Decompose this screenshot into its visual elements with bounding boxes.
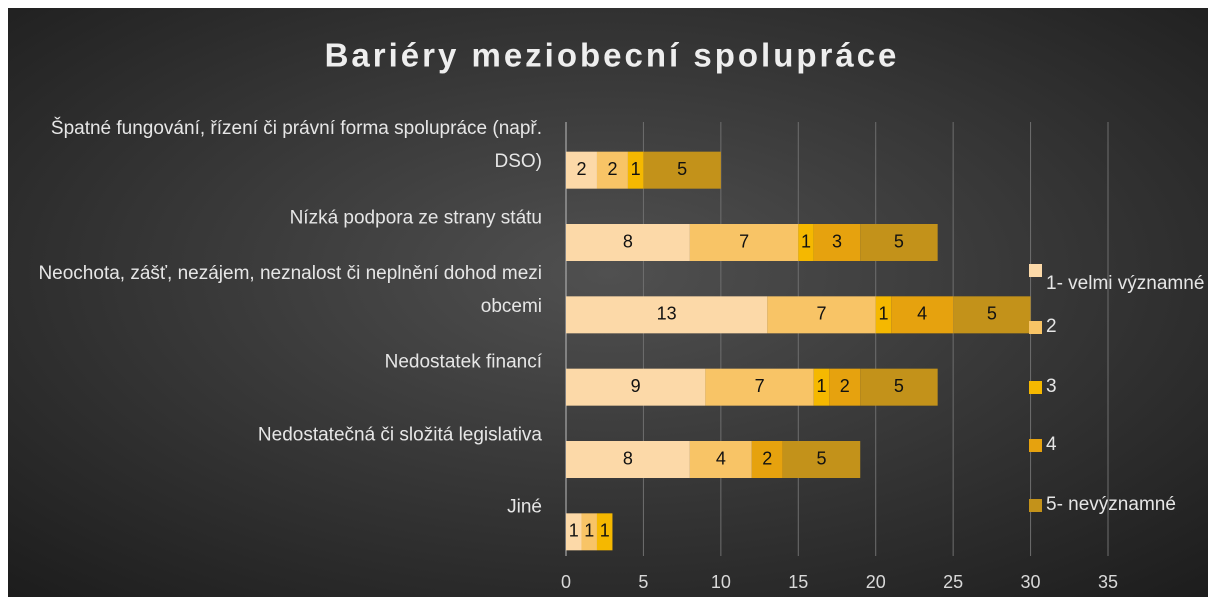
bar-segment <box>891 296 954 334</box>
data-label: 5 <box>894 231 904 251</box>
bar-segment <box>798 224 814 261</box>
bar-segment <box>689 441 752 478</box>
data-label: 1 <box>631 159 641 179</box>
bar-segment <box>643 151 721 189</box>
category-label: Špatné fungování, řízení či právní forma… <box>50 118 542 173</box>
data-label: 4 <box>716 448 726 468</box>
bar-segment <box>566 151 597 189</box>
x-tick-label: 30 <box>1021 572 1041 592</box>
x-tick-label: 0 <box>561 572 571 592</box>
x-tick-label: 35 <box>1098 572 1118 592</box>
data-label: 1 <box>584 521 594 541</box>
data-label: 2 <box>762 448 772 468</box>
bar-segment <box>566 368 706 406</box>
category-label: Jiné <box>507 496 542 518</box>
data-label: 2 <box>840 376 850 396</box>
bar-segment <box>875 296 892 334</box>
bar-segment <box>751 441 783 478</box>
bar-segment <box>566 513 582 551</box>
bar-segment <box>782 441 861 478</box>
bar-segment <box>566 296 768 334</box>
data-label: 3 <box>832 231 842 251</box>
legend-label: 4 <box>1046 434 1057 455</box>
x-tick-label: 25 <box>943 572 963 592</box>
data-label: 5 <box>987 304 997 324</box>
legend-swatch <box>1029 439 1042 452</box>
data-label: 1 <box>600 521 610 541</box>
data-label: 2 <box>607 159 617 179</box>
bar-segment <box>860 368 938 406</box>
data-label: 1 <box>569 521 579 541</box>
chart-title: Bariéry meziobecní spolupráce <box>325 37 900 74</box>
data-label: 5 <box>677 159 687 179</box>
data-label: 4 <box>917 304 927 324</box>
x-tick-label: 15 <box>788 572 808 592</box>
x-tick-label: 5 <box>638 572 648 592</box>
bar-segment <box>813 368 830 406</box>
legend-label: 1- velmi významné <box>1046 273 1205 294</box>
category-label: Nedostatečná či složitá legislativa <box>257 424 542 445</box>
category-label: Nedostatek financí <box>384 351 542 373</box>
data-label: 13 <box>657 304 677 324</box>
bar-segment <box>689 224 799 261</box>
bar-segment <box>767 296 876 334</box>
data-label: 1 <box>817 376 827 396</box>
data-label: 8 <box>623 231 633 251</box>
data-label: 9 <box>631 376 641 396</box>
bar-segment <box>566 441 690 478</box>
category-label: Nízká podpora ze strany státu <box>289 207 542 228</box>
data-label: 1 <box>878 304 888 324</box>
bar-segment <box>813 224 861 261</box>
bar-segment <box>953 296 1031 334</box>
legend-label: 3 <box>1046 376 1057 397</box>
bar-segment <box>566 224 690 261</box>
legend-swatch <box>1029 381 1042 394</box>
data-label: 7 <box>739 231 749 251</box>
x-tick-label: 20 <box>866 572 886 592</box>
bar-segment <box>705 368 814 406</box>
bar-segment <box>860 224 938 261</box>
data-label: 2 <box>576 159 586 179</box>
legend-swatch <box>1029 321 1042 334</box>
data-label: 5 <box>894 376 904 396</box>
bar-segment <box>596 513 613 551</box>
legend-swatch <box>1029 264 1042 277</box>
legend-swatch <box>1029 499 1042 512</box>
bar-segment <box>581 513 597 551</box>
bar-segment <box>596 151 628 189</box>
legend-label: 2 <box>1046 316 1057 337</box>
x-tick-label: 10 <box>711 572 731 592</box>
data-label: 5 <box>817 448 827 468</box>
data-label: 7 <box>817 304 827 324</box>
bar-segment <box>829 368 861 406</box>
legend-label: 5- nevýznamné <box>1046 494 1176 515</box>
data-label: 7 <box>755 376 765 396</box>
data-label: 8 <box>623 448 633 468</box>
data-label: 1 <box>801 231 811 251</box>
category-label: Neochota, zášť, nezájem, neznalost či ne… <box>38 262 542 317</box>
bar-segment <box>627 151 644 189</box>
